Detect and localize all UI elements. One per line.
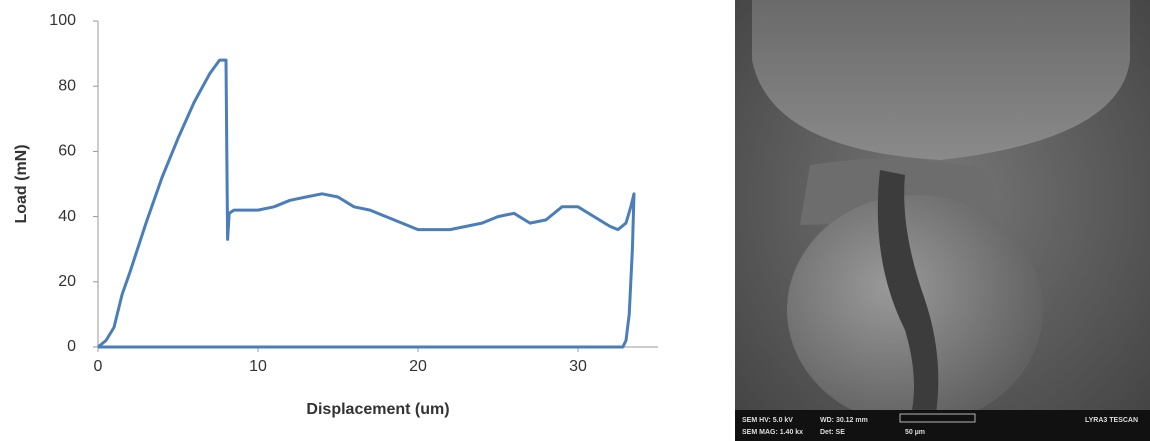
sem-info: LYRA3 TESCAN [1085,417,1138,424]
y-tick-label: 20 [58,273,76,290]
y-tick-label: 80 [58,77,76,94]
y-tick-label: 40 [58,208,76,225]
x-tick-label: 30 [569,358,587,375]
sem-info: Det: SE [820,429,845,436]
y-tick-label: 100 [49,12,76,29]
data-line [98,60,634,347]
figure: Displacement (um) Load (mN) 020406080100… [0,0,1150,441]
sem-info: SEM MAG: 1.40 kx [742,429,803,436]
x-tick-label: 0 [94,358,103,375]
y-axis-title: Load (mN) [13,144,30,223]
y-tick-label: 60 [58,143,76,160]
plot: 0 20 40 60 80 100 0 10 20 30 [49,12,658,375]
sem-image: SEM HV: 5.0 kV WD: 30.12 mm LYRA3 TESCAN… [735,0,1150,441]
x-tick-label: 20 [409,358,427,375]
info-bar [735,410,1150,441]
sem-info: 50 µm [905,429,925,436]
y-tick-label: 0 [67,338,76,355]
x-tick-label: 10 [249,358,267,375]
sem-info: SEM HV: 5.0 kV [742,417,793,424]
sem-info: WD: 30.12 mm [820,417,868,424]
x-axis-title: Displacement (um) [306,401,449,418]
